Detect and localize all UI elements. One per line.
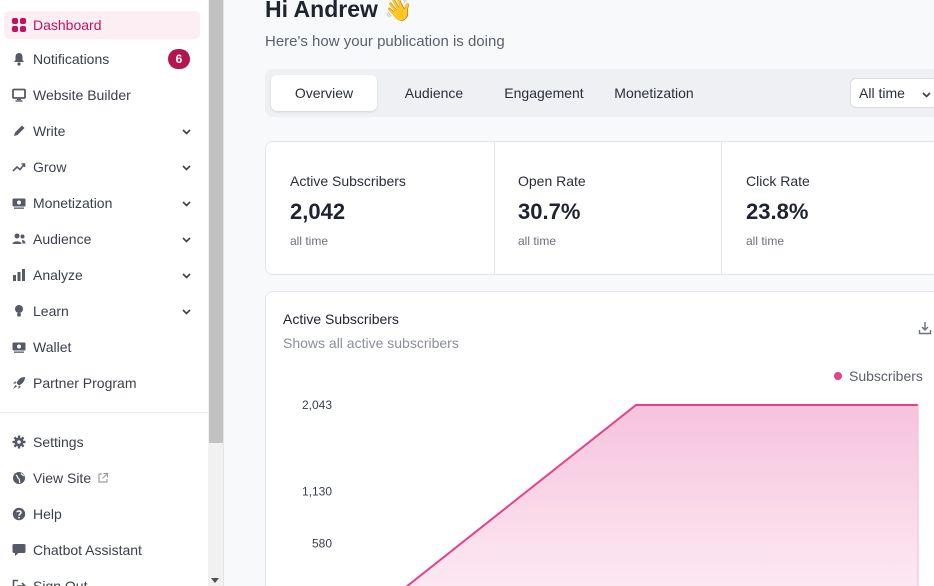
money-icon bbox=[12, 196, 26, 210]
sidebar-item-chatbot-assistant[interactable]: Chatbot Assistant bbox=[4, 536, 200, 564]
series-area bbox=[407, 405, 918, 586]
bar-chart-icon bbox=[12, 268, 26, 282]
stat-value: 2,042 bbox=[290, 199, 346, 224]
main-content: Hi Andrew 👋 Here's how your publication … bbox=[225, 0, 934, 586]
sidebar-item-sign-out[interactable]: Sign Out bbox=[4, 572, 200, 586]
sidebar-item-notifications[interactable]: Notifications 6 bbox=[4, 45, 200, 73]
external-link-icon bbox=[98, 472, 109, 483]
chart-title: Active Subscribers bbox=[283, 311, 399, 327]
chevron-down-icon bbox=[182, 237, 191, 243]
sidebar-scrollbar-thumb[interactable] bbox=[209, 0, 223, 443]
sidebar-divider bbox=[0, 412, 208, 413]
legend-swatch bbox=[834, 372, 842, 380]
sidebar-item-analyze[interactable]: Analyze bbox=[4, 261, 200, 289]
stat-period: all time bbox=[290, 234, 329, 248]
sidebar-item-help[interactable]: Help bbox=[4, 500, 200, 528]
sidebar-item-label: Chatbot Assistant bbox=[33, 542, 142, 558]
stat-open-rate: Open Rate 30.7% all time bbox=[495, 142, 722, 274]
stats-card: Active Subscribers 2,042 all time Open R… bbox=[265, 141, 934, 275]
stat-divider bbox=[494, 142, 495, 274]
sign-out-icon bbox=[12, 579, 26, 586]
chevron-down-icon bbox=[182, 129, 191, 135]
bell-icon bbox=[12, 52, 26, 66]
stat-active-subscribers: Active Subscribers 2,042 all time bbox=[266, 142, 494, 274]
sidebar-item-website-builder[interactable]: Website Builder bbox=[4, 81, 200, 109]
y-tick-label: 2,043 bbox=[302, 398, 332, 412]
active-subscribers-chart-card: Active Subscribers Shows all active subs… bbox=[265, 291, 934, 586]
y-tick-label: 1,130 bbox=[302, 484, 332, 498]
tab-audience[interactable]: Audience bbox=[404, 85, 464, 101]
sidebar-item-label: Partner Program bbox=[33, 375, 137, 391]
y-tick-label: 580 bbox=[312, 536, 332, 550]
globe-icon bbox=[12, 471, 26, 485]
dashboard-tabs: Overview Audience Engagement Monetizatio… bbox=[265, 69, 934, 117]
stat-label: Click Rate bbox=[746, 173, 810, 189]
notification-count-badge: 6 bbox=[168, 49, 190, 69]
sidebar-item-wallet[interactable]: Wallet bbox=[4, 333, 200, 361]
stat-label: Active Subscribers bbox=[290, 173, 406, 189]
sidebar-item-label: Grow bbox=[33, 159, 67, 175]
sidebar-item-label: View Site bbox=[33, 470, 92, 486]
gear-icon bbox=[12, 435, 26, 449]
chevron-down-icon bbox=[182, 309, 191, 315]
sidebar-item-write[interactable]: Write bbox=[4, 117, 200, 145]
lightbulb-icon bbox=[12, 304, 26, 318]
sidebar-item-label: Analyze bbox=[33, 267, 83, 283]
tab-engagement[interactable]: Engagement bbox=[504, 85, 584, 101]
stat-click-rate: Click Rate 23.8% all time bbox=[722, 142, 934, 274]
stat-period: all time bbox=[518, 234, 557, 248]
time-range-select[interactable]: All time bbox=[850, 78, 934, 108]
wallet-icon bbox=[12, 340, 26, 354]
trend-up-icon bbox=[12, 160, 26, 174]
time-range-value: All time bbox=[859, 85, 905, 101]
chat-icon bbox=[12, 543, 26, 557]
sidebar-item-grow[interactable]: Grow bbox=[4, 153, 200, 181]
users-icon bbox=[12, 232, 26, 246]
sidebar-item-label: Notifications bbox=[33, 51, 110, 67]
chevron-down-icon bbox=[182, 201, 191, 207]
sidebar-item-label: Website Builder bbox=[33, 87, 131, 103]
chevron-down-icon bbox=[182, 165, 191, 171]
sidebar-item-label: Settings bbox=[33, 434, 84, 450]
chevron-down-icon bbox=[922, 92, 931, 98]
page-greeting: Hi Andrew 👋 bbox=[265, 0, 413, 22]
chevron-down-icon bbox=[182, 273, 191, 279]
sidebar-item-label: Dashboard bbox=[33, 17, 102, 33]
sidebar-item-view-site[interactable]: View Site bbox=[4, 464, 200, 492]
scroll-down-arrow-icon[interactable] bbox=[211, 578, 219, 583]
series-line bbox=[405, 404, 918, 586]
sidebar-item-dashboard[interactable]: Dashboard bbox=[4, 11, 200, 39]
sidebar-item-label: Wallet bbox=[33, 339, 72, 355]
grid-icon bbox=[12, 18, 26, 32]
sidebar: Dashboard Notifications 6 Website Builde… bbox=[0, 0, 208, 586]
sidebar-item-label: Sign Out bbox=[33, 578, 88, 586]
rocket-icon bbox=[12, 376, 26, 390]
sidebar-item-label: Learn bbox=[33, 303, 69, 319]
sidebar-item-learn[interactable]: Learn bbox=[4, 297, 200, 325]
stat-value: 30.7% bbox=[518, 199, 581, 224]
tab-overview[interactable]: Overview bbox=[271, 75, 377, 111]
stat-value: 23.8% bbox=[746, 199, 809, 224]
download-icon[interactable] bbox=[918, 321, 932, 335]
sidebar-item-monetization[interactable]: Monetization bbox=[4, 189, 200, 217]
monitor-icon bbox=[12, 88, 26, 102]
sidebar-item-partner-program[interactable]: Partner Program bbox=[4, 369, 200, 397]
tab-monetization[interactable]: Monetization bbox=[614, 85, 694, 101]
sidebar-item-audience[interactable]: Audience bbox=[4, 225, 200, 253]
chart-subtitle: Shows all active subscribers bbox=[283, 335, 459, 351]
stat-label: Open Rate bbox=[518, 173, 586, 189]
sidebar-item-label: Help bbox=[33, 506, 62, 522]
stat-period: all time bbox=[746, 234, 785, 248]
stat-divider bbox=[721, 142, 722, 274]
sidebar-item-settings[interactable]: Settings bbox=[4, 428, 200, 456]
pencil-icon bbox=[12, 124, 26, 138]
page-subtitle: Here's how your publication is doing bbox=[265, 33, 505, 50]
chart-legend: Subscribers bbox=[834, 368, 923, 384]
subscribers-area-chart: 2,043 1,130 580 bbox=[302, 398, 919, 586]
legend-label: Subscribers bbox=[849, 368, 923, 384]
sidebar-item-label: Audience bbox=[33, 231, 92, 247]
sidebar-item-label: Write bbox=[33, 123, 66, 139]
sidebar-item-label: Monetization bbox=[33, 195, 113, 211]
question-icon bbox=[12, 507, 26, 521]
